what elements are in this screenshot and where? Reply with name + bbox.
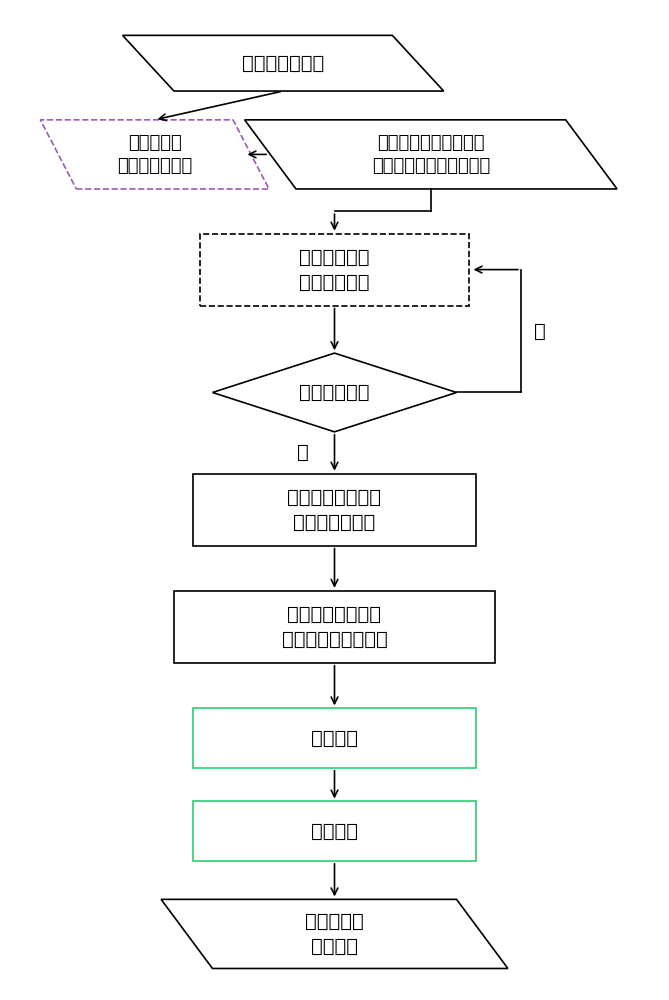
Polygon shape (161, 899, 508, 968)
Polygon shape (122, 35, 444, 91)
Text: 依据观测点自带经纬度
信息将其叠加到参考底图: 依据观测点自带经纬度 信息将其叠加到参考底图 (372, 134, 490, 175)
Bar (199, 234, 470, 306)
Text: 是否满足阈值: 是否满足阈值 (299, 383, 370, 402)
Polygon shape (213, 353, 456, 432)
Bar (193, 801, 476, 861)
Text: 理论海岸线观测点
的相邻两点连线: 理论海岸线观测点 的相邻两点连线 (288, 488, 381, 532)
Text: 对应经纬度
海岸线图像挑选: 对应经纬度 海岸线图像挑选 (117, 134, 192, 175)
Text: 经度和纬度
误差均值: 经度和纬度 误差均值 (305, 912, 364, 956)
Bar (174, 591, 495, 663)
Text: 是: 是 (296, 443, 308, 462)
Bar (193, 708, 476, 768)
Text: 否: 否 (534, 322, 545, 341)
Text: 中高分辨率图像: 中高分辨率图像 (242, 54, 324, 73)
Polygon shape (40, 120, 269, 189)
Bar (193, 474, 476, 546)
Polygon shape (245, 120, 617, 189)
Text: 多点统计: 多点统计 (311, 822, 358, 841)
Text: 连线与实际海岸线
交点的栅格坐标转换: 连线与实际海岸线 交点的栅格坐标转换 (282, 605, 387, 649)
Text: 差值计算: 差值计算 (311, 729, 358, 748)
Text: 干涉数据基线
均值拟合计算: 干涉数据基线 均值拟合计算 (299, 248, 370, 292)
